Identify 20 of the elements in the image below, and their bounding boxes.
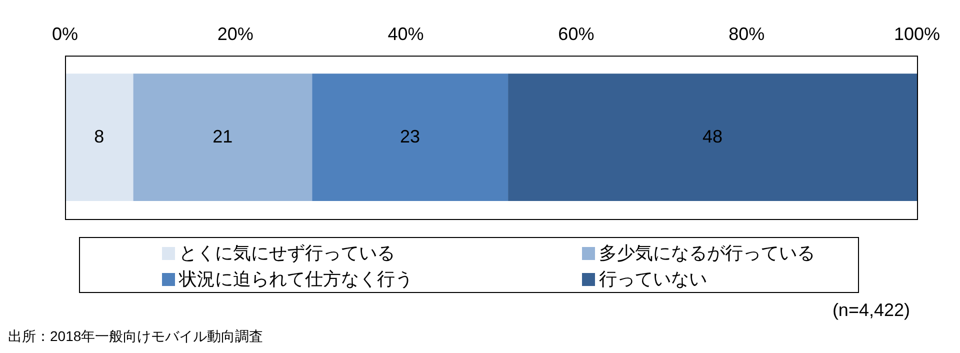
data-label: 23: [400, 126, 420, 146]
data-label: 8: [94, 126, 104, 146]
legend-label: 状況に迫られて仕方なく行う: [179, 268, 413, 290]
x-tick-label: 40%: [388, 24, 424, 44]
x-tick-label: 100%: [894, 24, 940, 44]
x-tick-label: 60%: [558, 24, 594, 44]
text: 出所：2018年一般向けモバイル動向調査: [8, 328, 264, 346]
data-label: 48: [702, 126, 723, 146]
data-label: 21: [212, 126, 233, 146]
x-tick-label: 0%: [52, 24, 78, 44]
x-tick-label: 80%: [728, 24, 765, 44]
bar: [65, 74, 134, 202]
legend-label: とくに気にせず行っている: [179, 242, 395, 265]
legend-label: 多少気になるが行っている: [599, 242, 815, 264]
text: (n=4,422): [832, 300, 910, 321]
bar: [508, 74, 917, 202]
x-tick-label: 20%: [217, 24, 254, 44]
legend-label: 行っていない: [599, 268, 707, 290]
bar: [133, 74, 312, 202]
bar: [312, 74, 508, 202]
